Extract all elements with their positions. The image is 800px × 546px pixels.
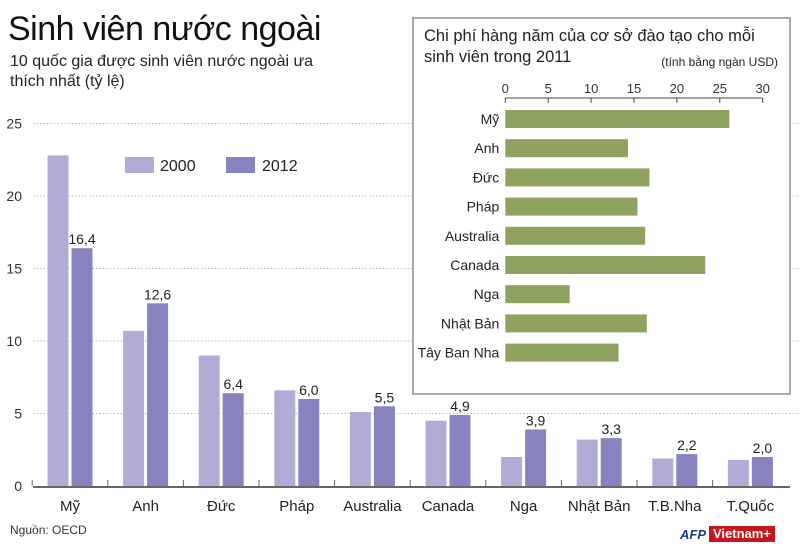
bar-2012-2 — [222, 393, 244, 486]
inset-category-label: Canada — [450, 257, 499, 273]
data-label: 12,6 — [144, 286, 171, 302]
bar-2012-9 — [751, 457, 773, 486]
bar-2000-3 — [274, 390, 296, 486]
inset-unit-label: (tính bằng ngàn USD) — [661, 55, 778, 69]
bar-2012-6 — [525, 429, 547, 486]
data-label: 4,9 — [450, 398, 470, 414]
bar-2012-3 — [298, 399, 320, 486]
inset-title: Chi phí hàng năm của cơ sở đào tạo cho m… — [424, 27, 755, 66]
inset-category-label: Pháp — [467, 199, 500, 215]
inset-bar-3 — [505, 197, 638, 216]
inset-bar-0 — [505, 110, 730, 128]
x-category-label: Đức — [207, 498, 236, 515]
bar-2012-7 — [600, 438, 622, 486]
inset-bar-5 — [505, 256, 706, 274]
legend-swatch-2000 — [125, 157, 154, 173]
inset-x-tick-label: 25 — [713, 81, 727, 96]
inset-category-label: Đức — [473, 169, 499, 185]
inset-category-label: Tây Ban Nha — [418, 345, 500, 361]
inset-x-tick-label: 0 — [502, 81, 509, 96]
data-label: 3,9 — [526, 412, 546, 428]
afp-vietnamplus-logo: AFP Vietnam+ — [680, 526, 775, 542]
bar-2000-5 — [425, 420, 447, 486]
bar-2012-1 — [147, 303, 169, 486]
bar-2012-8 — [676, 454, 698, 486]
inset-bar-2 — [505, 168, 650, 187]
bar-2000-2 — [198, 355, 220, 486]
y-tick-label: 25 — [6, 116, 22, 132]
x-category-label: Canada — [422, 498, 475, 515]
bar-2000-8 — [652, 458, 674, 486]
y-tick-label: 0 — [14, 478, 22, 494]
data-label: 6,0 — [299, 382, 319, 398]
x-category-label: Australia — [343, 498, 402, 515]
x-category-label: Anh — [132, 498, 159, 515]
afp-logo-text: AFP — [680, 526, 706, 542]
inset-bar-6 — [505, 285, 570, 304]
bar-2000-7 — [576, 439, 598, 486]
y-tick-label: 20 — [6, 188, 22, 204]
y-tick-label: 15 — [6, 261, 22, 277]
legend-label-2012: 2012 — [262, 158, 298, 175]
x-category-label: T.B.Nha — [648, 498, 702, 515]
inset-bar-4 — [505, 226, 646, 245]
inset-x-tick-label: 5 — [545, 81, 552, 96]
bar-2000-1 — [123, 330, 145, 486]
bar-2000-9 — [727, 459, 749, 486]
inset-category-label: Nga — [474, 286, 500, 302]
bar-2000-0 — [47, 155, 69, 486]
x-category-label: Nga — [510, 498, 538, 515]
legend-label-2000: 2000 — [160, 158, 196, 175]
inset-x-tick-label: 30 — [755, 81, 769, 96]
x-category-label: T.Quốc — [727, 498, 775, 515]
inset-bar-7 — [505, 314, 647, 333]
bar-2000-4 — [349, 412, 371, 486]
x-category-label: Nhật Bản — [568, 498, 631, 515]
bar-2012-5 — [449, 414, 471, 486]
inset-category-label: Anh — [474, 140, 499, 156]
inset-x-tick-label: 10 — [584, 81, 598, 96]
inset-bar-1 — [505, 139, 628, 158]
inset-category-label: Australia — [445, 228, 500, 244]
legend-swatch-2012 — [226, 157, 255, 173]
y-tick-label: 10 — [6, 333, 22, 349]
data-label: 2,0 — [753, 440, 773, 456]
bar-2000-6 — [501, 457, 523, 486]
inset-category-label: Nhật Bản — [441, 315, 499, 331]
inset-x-tick-label: 15 — [627, 81, 641, 96]
data-label: 3,3 — [601, 421, 621, 437]
y-tick-label: 5 — [14, 406, 22, 422]
inset-x-tick-label: 20 — [670, 81, 684, 96]
bar-2012-0 — [71, 248, 93, 486]
data-label: 2,2 — [677, 437, 697, 453]
chart-subtitle: 10 quốc gia được sinh viên nước ngoài ưa… — [10, 53, 314, 90]
inset-bar-8 — [505, 343, 619, 362]
bar-2012-4 — [373, 406, 395, 486]
x-category-label: Pháp — [279, 498, 314, 515]
data-label: 6,4 — [223, 376, 243, 392]
inset-category-label: Mỹ — [481, 111, 500, 127]
chart-title: Sinh viên nước ngoài — [8, 10, 321, 48]
data-label: 16,4 — [68, 231, 95, 247]
vietnamplus-logo-text: Vietnam+ — [709, 526, 775, 542]
x-category-label: Mỹ — [60, 498, 80, 515]
data-label: 5,5 — [375, 389, 395, 405]
source-note: Nguồn: OECD — [10, 523, 87, 537]
